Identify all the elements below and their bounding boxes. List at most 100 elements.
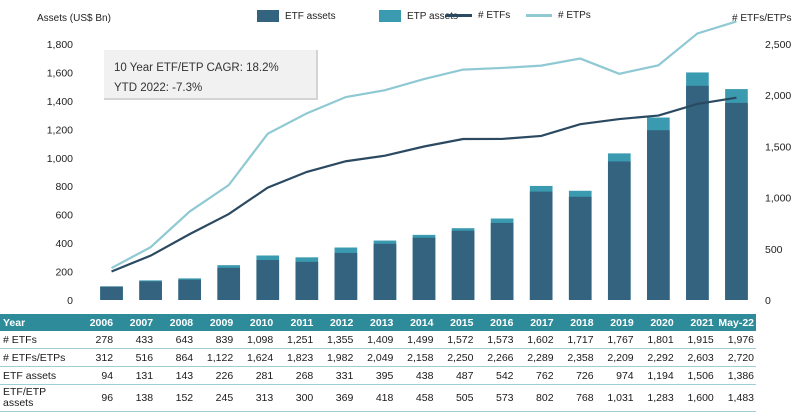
table-cell: 1,283 xyxy=(635,384,676,412)
table-cell: 395 xyxy=(355,366,396,385)
cagr-callout: 10 Year ETF/ETP CAGR: 18.2% YTD 2022: -7… xyxy=(104,50,318,100)
table-header-row: Year 2006 2007 2008 2009 2010 2011 2012 2013 2014… xyxy=(0,314,756,331)
table-cell: 369 xyxy=(315,384,356,412)
etf-etp-chart: 0 200 400 600 800 1,000 1,200 1,400 1,600 1,800 0 5… xyxy=(47,20,791,307)
etf-assets-bar xyxy=(100,286,123,300)
table-cell: 516 xyxy=(115,348,156,367)
right-tick-label: 1,500 xyxy=(765,141,791,153)
etf-assets-bar xyxy=(607,161,631,300)
table-row: # ETFs 278 433 643 839 1,098 1,251 1,355 1,409 1,… xyxy=(0,331,756,349)
table-year-cell: 2012 xyxy=(315,314,356,331)
left-tick-label: 1,800 xyxy=(47,39,73,51)
table-cell: 1,386 xyxy=(715,366,756,385)
table-cell: 1,823 xyxy=(275,348,316,367)
etf-assets-bar xyxy=(412,237,436,300)
table-cell: 278 xyxy=(75,331,116,349)
table-cell: 1,251 xyxy=(275,331,316,349)
table-row-label: # ETFs/ETPs xyxy=(0,348,75,367)
table-year-cell: 2020 xyxy=(635,314,676,331)
etf-assets-bar xyxy=(568,196,592,300)
table-cell: 1,355 xyxy=(315,331,356,349)
table-cell: 458 xyxy=(395,384,436,412)
table-cell: 643 xyxy=(155,331,196,349)
table-cell: 864 xyxy=(155,348,196,367)
right-tick-label: 500 xyxy=(765,244,783,256)
table-year-cell: 2013 xyxy=(355,314,396,331)
table-cell: 152 xyxy=(155,384,196,412)
table-cell: 2,720 xyxy=(715,348,756,367)
left-tick-label: 400 xyxy=(55,238,73,250)
num-etps-line xyxy=(111,20,737,270)
ytd-text: YTD 2022: -7.3% xyxy=(114,82,203,94)
table-year-cell: 2010 xyxy=(235,314,276,331)
table-cell: 143 xyxy=(155,366,196,385)
table-cell: 1,031 xyxy=(595,384,636,412)
table-cell: 768 xyxy=(555,384,596,412)
table-row-label: # ETFs xyxy=(0,331,75,349)
table-cell: 1,767 xyxy=(595,331,636,349)
table-cell: 1,624 xyxy=(235,348,276,367)
table-cell: 1,098 xyxy=(235,331,276,349)
table-cell: 1,976 xyxy=(715,331,756,349)
table-cell: 1,506 xyxy=(675,366,716,385)
etf-assets-bar xyxy=(686,85,709,301)
table-cell: 2,250 xyxy=(435,348,476,367)
table-cell: 1,982 xyxy=(315,348,356,367)
table-cell: 487 xyxy=(435,366,476,385)
table-year-cell: May-22 xyxy=(715,314,756,331)
table-year-cell: 2008 xyxy=(155,314,196,331)
table-year-cell: 2017 xyxy=(515,314,556,331)
num-etfs-line xyxy=(111,96,737,273)
left-tick-label: 600 xyxy=(55,210,73,222)
table-cell: 1,572 xyxy=(435,331,476,349)
left-tick-label: 1,200 xyxy=(47,124,73,136)
table-cell: 433 xyxy=(115,331,156,349)
table-cell: 94 xyxy=(75,366,116,385)
etf-assets-bar xyxy=(139,281,162,300)
left-tick-label: 800 xyxy=(55,181,73,193)
table-cell: 1,483 xyxy=(715,384,756,412)
table-cell: 1,573 xyxy=(475,331,516,349)
etf-assets-bar xyxy=(334,252,358,300)
table-cell: 300 xyxy=(275,384,316,412)
table-cell: 438 xyxy=(395,366,436,385)
table-year-cell: 2007 xyxy=(115,314,156,331)
legend-num-etps: # ETPs xyxy=(526,10,591,21)
table-cell: 974 xyxy=(595,366,636,385)
cagr-text: 10 Year ETF/ETP CAGR: 18.2% xyxy=(114,62,279,74)
legend-etp-assets: ETP assets xyxy=(379,10,458,22)
table-cell: 418 xyxy=(355,384,396,412)
table-cell: 1,915 xyxy=(675,331,716,349)
table-cell: 2,358 xyxy=(555,348,596,367)
table-cell: 1,801 xyxy=(635,331,676,349)
table-cell: 2,158 xyxy=(395,348,436,367)
legend-swatch-etp-assets xyxy=(379,10,401,22)
table-cell: 802 xyxy=(515,384,556,412)
table-year-cell: 2019 xyxy=(595,314,636,331)
table-cell: 2,049 xyxy=(355,348,396,367)
legend-line-num-etps xyxy=(526,14,552,17)
table-cell: 1,122 xyxy=(195,348,236,367)
table-cell: 2,292 xyxy=(635,348,676,367)
table-row: ETF assets 94 131 143 226 281 268 331 395 438 487 5… xyxy=(0,366,756,385)
etf-assets-bar xyxy=(529,191,553,300)
data-table: Year 2006 2007 2008 2009 2010 2011 2012 2013 2014… xyxy=(0,314,756,412)
table-cell: 2,209 xyxy=(595,348,636,367)
table-cell: 573 xyxy=(475,384,516,412)
left-tick-label: 200 xyxy=(55,267,73,279)
table-cell: 2,289 xyxy=(515,348,556,367)
table-cell: 505 xyxy=(435,384,476,412)
left-tick-label: 1,400 xyxy=(47,96,73,108)
table-year-cell: 2011 xyxy=(275,314,316,331)
table-cell: 331 xyxy=(315,366,356,385)
table-cell: 131 xyxy=(115,366,156,385)
etf-assets-bar xyxy=(256,260,280,300)
right-tick-label: 1,000 xyxy=(765,193,791,205)
table-cell: 138 xyxy=(115,384,156,412)
etf-assets-bar xyxy=(373,243,397,300)
table-cell: 281 xyxy=(235,366,276,385)
left-tick-label: 0 xyxy=(67,295,73,307)
table-year-cell: 2021 xyxy=(675,314,716,331)
table-year-cell: 2006 xyxy=(75,314,116,331)
legend-swatch-etf-assets xyxy=(257,10,279,22)
